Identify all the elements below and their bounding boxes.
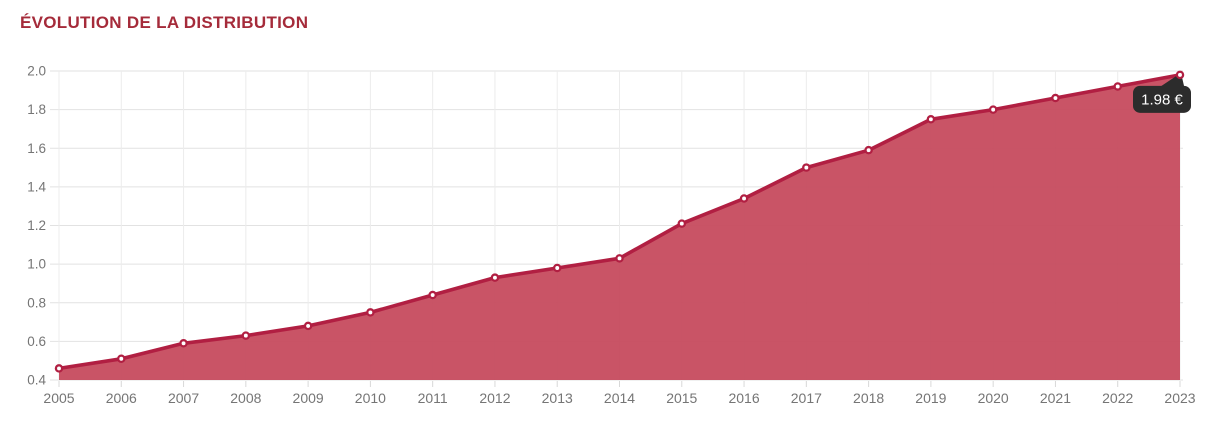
data-point-2005[interactable] (54, 364, 64, 373)
x-axis-tick-label: 2021 (1040, 390, 1071, 406)
x-axis-tick-label: 2009 (293, 390, 324, 406)
y-axis-tick-label: 1.4 (27, 179, 46, 194)
x-axis-tick-label: 2011 (418, 390, 448, 406)
y-axis-tick-label: 0.6 (27, 334, 46, 349)
y-axis-tick-label: 1.0 (27, 257, 46, 272)
data-point-2017[interactable] (802, 163, 811, 172)
x-axis-tick-label: 2023 (1164, 390, 1195, 406)
x-axis-tick-label: 2008 (230, 390, 261, 406)
data-point-2016[interactable] (739, 194, 749, 203)
x-axis-tick-label: 2012 (479, 390, 510, 406)
tooltip-value-label: 1.98 € (1141, 91, 1183, 108)
x-axis-tick-label: 2005 (43, 390, 74, 406)
x-axis-tick-label: 2006 (106, 390, 137, 406)
data-point-2006[interactable] (117, 354, 126, 364)
area-series-fill (59, 74, 1180, 381)
tooltip-box (1133, 85, 1191, 113)
y-axis-tick-label: 0.4 (27, 373, 46, 388)
y-axis-tick-label: 1.6 (27, 141, 46, 156)
data-point-2011[interactable] (428, 290, 437, 300)
x-axis-tick-label: 2013 (542, 390, 573, 406)
data-point-2021[interactable] (1051, 93, 1060, 103)
data-point-2012[interactable] (490, 273, 500, 282)
x-axis-tick-label: 2014 (604, 390, 635, 406)
x-axis-tick-label: 2016 (728, 390, 759, 406)
data-point-2023[interactable] (1175, 70, 1185, 80)
data-point-2013[interactable] (552, 263, 562, 273)
data-point-2022[interactable] (1113, 82, 1122, 91)
y-axis-tick-label: 0.8 (27, 295, 46, 310)
x-axis-tick-label: 2018 (853, 390, 884, 406)
tooltip: 1.98 € (1133, 72, 1191, 113)
x-axis-tick-label: 2015 (666, 390, 697, 406)
x-axis-tick-label: 2019 (915, 390, 946, 406)
x-axis-tick-label: 2022 (1102, 390, 1133, 406)
x-axis-tick-label: 2010 (355, 390, 386, 406)
data-point-2014[interactable] (615, 254, 624, 263)
data-point-2009[interactable] (303, 321, 313, 331)
data-point-2008[interactable] (241, 331, 251, 340)
y-axis-tick-label: 1.8 (27, 102, 46, 117)
x-axis-tick-label: 2007 (168, 390, 199, 406)
data-point-2007[interactable] (179, 339, 188, 348)
x-axis-tick-label: 2017 (791, 390, 822, 406)
data-point-2019[interactable] (926, 115, 936, 124)
data-point-2010[interactable] (366, 308, 375, 317)
chart-title: ÉVOLUTION DE LA DISTRIBUTION (20, 13, 309, 32)
y-axis-tick-label: 2.0 (27, 64, 46, 79)
data-point-2020[interactable] (988, 105, 998, 114)
x-axis-tick-label: 2020 (978, 390, 1009, 406)
y-axis-tick-label: 1.2 (27, 218, 46, 233)
data-point-2015[interactable] (677, 219, 687, 228)
data-point-2018[interactable] (864, 145, 873, 155)
